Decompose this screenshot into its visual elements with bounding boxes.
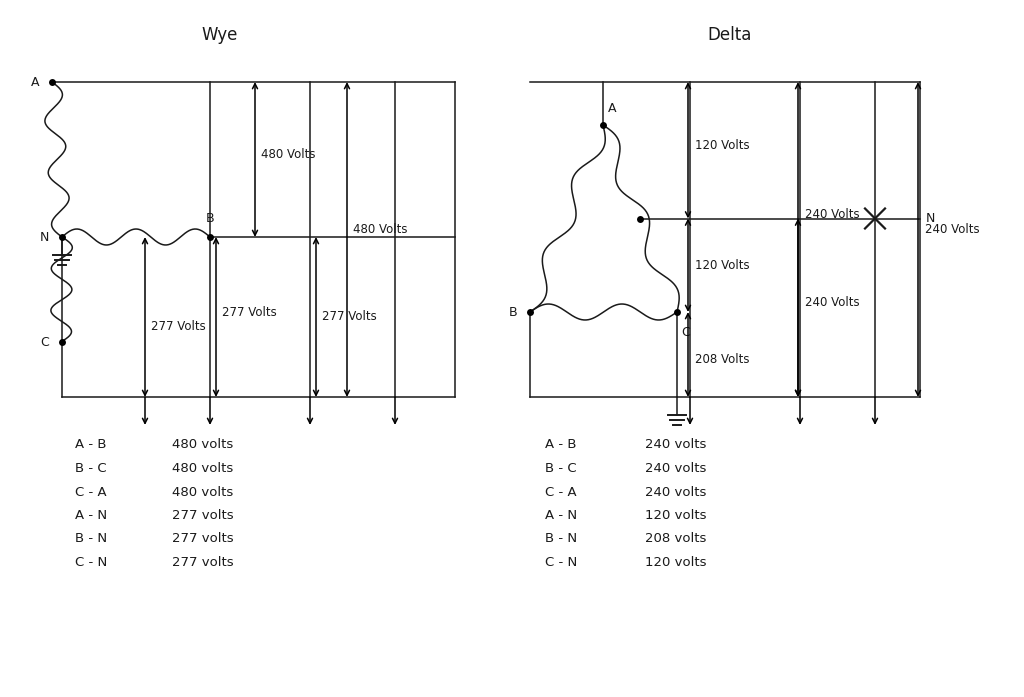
Text: A: A — [31, 75, 39, 89]
Text: N: N — [40, 231, 49, 243]
Text: 480 Volts: 480 Volts — [353, 223, 408, 236]
Text: B: B — [508, 305, 517, 319]
Text: 277 Volts: 277 Volts — [322, 310, 377, 323]
Text: 277 volts: 277 volts — [172, 533, 233, 546]
Text: 240 Volts: 240 Volts — [805, 296, 859, 309]
Text: A - N: A - N — [545, 509, 578, 522]
Text: C - N: C - N — [545, 556, 578, 569]
Text: 120 Volts: 120 Volts — [695, 259, 750, 272]
Text: 120 volts: 120 volts — [645, 509, 707, 522]
Text: 480 volts: 480 volts — [172, 486, 233, 498]
Text: C: C — [40, 335, 49, 348]
Text: 240 Volts: 240 Volts — [925, 223, 980, 236]
Text: 120 Volts: 120 Volts — [695, 139, 750, 152]
Text: B: B — [206, 212, 214, 225]
Text: 208 Volts: 208 Volts — [695, 353, 750, 366]
Text: 277 volts: 277 volts — [172, 509, 233, 522]
Text: 480 volts: 480 volts — [172, 438, 233, 452]
Text: B - N: B - N — [545, 533, 578, 546]
Text: C - A: C - A — [545, 486, 577, 498]
Text: A - B: A - B — [545, 438, 577, 452]
Text: 277 volts: 277 volts — [172, 556, 233, 569]
Text: A: A — [608, 102, 616, 115]
Text: B - C: B - C — [545, 462, 577, 475]
Text: 277 Volts: 277 Volts — [151, 321, 206, 333]
Text: 277 Volts: 277 Volts — [222, 305, 276, 319]
Text: A - N: A - N — [75, 509, 108, 522]
Text: C: C — [681, 326, 690, 339]
Text: Wye: Wye — [202, 26, 239, 44]
Text: C - N: C - N — [75, 556, 108, 569]
Text: 240 volts: 240 volts — [645, 486, 707, 498]
Text: Delta: Delta — [708, 26, 753, 44]
Text: 120 volts: 120 volts — [645, 556, 707, 569]
Text: N: N — [926, 212, 935, 225]
Text: 240 volts: 240 volts — [645, 438, 707, 452]
Text: 208 volts: 208 volts — [645, 533, 707, 546]
Text: 480 Volts: 480 Volts — [261, 148, 315, 161]
Text: 240 Volts: 240 Volts — [805, 208, 859, 221]
Text: C - A: C - A — [75, 486, 106, 498]
Text: 480 volts: 480 volts — [172, 462, 233, 475]
Text: B - N: B - N — [75, 533, 108, 546]
Text: 240 volts: 240 volts — [645, 462, 707, 475]
Text: B - C: B - C — [75, 462, 106, 475]
Text: A - B: A - B — [75, 438, 106, 452]
